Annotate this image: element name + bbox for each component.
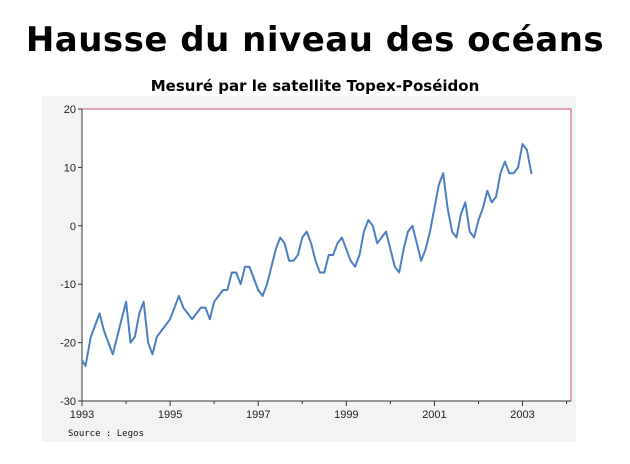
y-tick-label: 10 xyxy=(64,162,76,174)
page-title: Hausse du niveau des océans xyxy=(25,20,605,60)
source-note: Source : Legos xyxy=(68,429,144,439)
sea-level-series-line xyxy=(81,143,533,367)
y-tick-label: 0 xyxy=(70,221,76,233)
x-tick-label: 2001 xyxy=(422,409,446,421)
x-tick-label: 1995 xyxy=(158,409,182,421)
x-tick-label: 1999 xyxy=(334,409,358,421)
x-tick-label: 1993 xyxy=(70,409,94,421)
y-tick-label: -20 xyxy=(60,338,76,350)
x-tick-label: 1997 xyxy=(246,409,270,421)
plot-area xyxy=(82,109,571,401)
x-tick-label: 2003 xyxy=(510,409,534,421)
y-tick-label: -30 xyxy=(60,396,76,408)
chart-subtitle: Mesuré par le satellite Topex-Poséidon xyxy=(150,77,480,95)
y-tick-label: -10 xyxy=(60,279,76,291)
y-tick-label: 20 xyxy=(64,104,76,116)
